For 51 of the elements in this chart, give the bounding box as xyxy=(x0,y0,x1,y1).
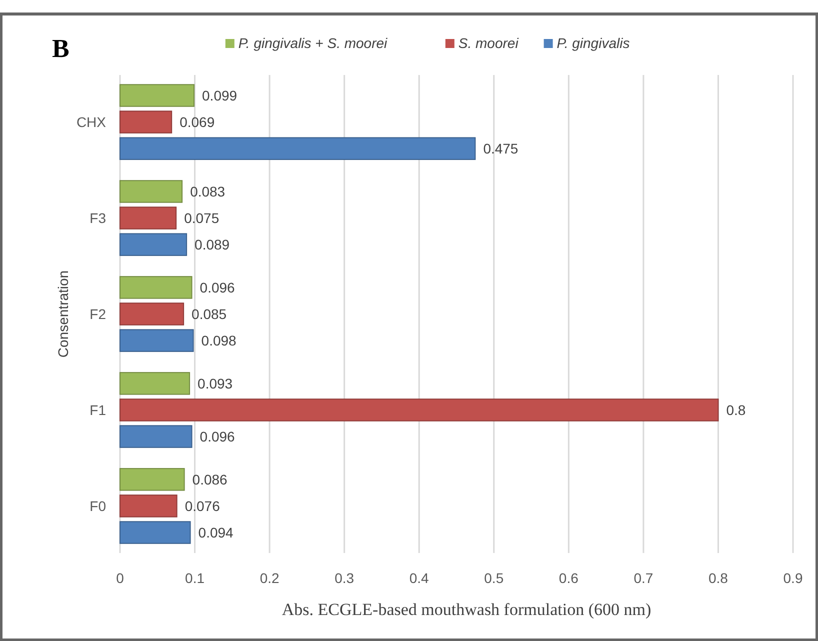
data-label: 0.8 xyxy=(726,402,746,418)
bar xyxy=(120,521,191,544)
data-label: 0.099 xyxy=(202,87,238,104)
data-label: 0.075 xyxy=(184,210,220,226)
bar xyxy=(120,372,190,395)
bar xyxy=(120,494,178,518)
bar xyxy=(120,206,177,230)
legend-label: P. gingivalis xyxy=(556,35,630,51)
data-label: 0.089 xyxy=(194,236,230,252)
x-tick-label: 0 xyxy=(116,570,124,586)
data-label: 0.083 xyxy=(190,183,226,200)
x-tick-label: 0.2 xyxy=(260,570,280,586)
data-label: 0.085 xyxy=(192,306,227,322)
y-tick-label: CHX xyxy=(76,114,107,130)
x-tick-label: 0.4 xyxy=(409,570,430,586)
x-tick-label: 0.6 xyxy=(558,570,579,586)
x-tick-label: 0.5 xyxy=(484,570,504,586)
data-label: 0.094 xyxy=(198,524,234,540)
bar xyxy=(120,180,183,203)
bar xyxy=(120,302,184,326)
bar xyxy=(120,137,476,160)
data-label: 0.475 xyxy=(483,140,518,156)
x-axis-title: Abs. ECGLE-based mouthwash formulation (600 nm) xyxy=(282,600,652,619)
data-label: 0.069 xyxy=(180,114,215,130)
x-tick-label: 0.7 xyxy=(634,570,654,586)
bar xyxy=(120,329,194,352)
bar xyxy=(120,468,185,491)
data-label: 0.093 xyxy=(198,375,233,392)
data-label: 0.098 xyxy=(201,332,237,348)
bar xyxy=(120,398,719,422)
bar xyxy=(120,233,188,256)
bar xyxy=(120,110,172,134)
data-label: 0.086 xyxy=(192,471,228,488)
bar xyxy=(120,276,192,299)
y-tick-label: F1 xyxy=(90,402,106,418)
bar xyxy=(120,84,195,107)
chart-title: B xyxy=(52,34,70,63)
y-tick-label: F0 xyxy=(90,498,106,514)
data-label: 0.096 xyxy=(200,428,236,444)
data-label: 0.076 xyxy=(184,498,220,514)
x-tick-label: 0.9 xyxy=(783,570,803,586)
x-tick-label: 0.3 xyxy=(334,570,354,586)
bar xyxy=(120,425,192,448)
x-tick-label: 0.8 xyxy=(708,570,728,586)
x-tick-label: 0.1 xyxy=(185,570,205,586)
y-tick-label: F3 xyxy=(90,210,106,226)
y-axis-title: Consentration xyxy=(55,270,71,358)
legend-label: S. moorei xyxy=(458,35,520,51)
legend-label: P. gingivalis + S. moorei xyxy=(238,35,388,51)
data-label: 0.096 xyxy=(200,279,236,296)
y-tick-label: F2 xyxy=(90,306,106,322)
